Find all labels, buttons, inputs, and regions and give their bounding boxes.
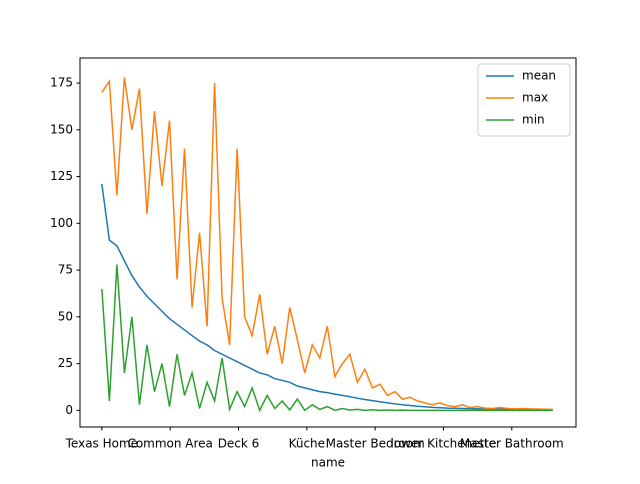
legend-label: min — [522, 113, 545, 127]
legend-label: max — [522, 91, 548, 105]
y-tick-label: 150 — [50, 122, 73, 136]
x-tick-label: Master Bathroom — [460, 437, 564, 451]
y-tick-label: 175 — [50, 76, 73, 90]
x-tick-label: Deck 6 — [218, 437, 260, 451]
plot-frame — [79, 57, 577, 428]
x-axis-label: name — [311, 456, 345, 470]
y-tick-label: 50 — [58, 309, 73, 323]
x-tick-label: Common Area — [127, 437, 212, 451]
legend: mean max min — [477, 63, 571, 137]
y-tick-label: 125 — [50, 169, 73, 183]
x-tick-label: Master Bedroom — [326, 437, 425, 451]
y-tick-label: 0 — [65, 403, 73, 417]
y-tick-label: 100 — [50, 216, 73, 230]
series-line — [101, 264, 553, 413]
x-tick-label: lower Kitchenette — [391, 437, 497, 451]
series-line — [101, 77, 553, 411]
x-tick-label: Texas Home — [65, 437, 138, 451]
legend-label: mean — [522, 69, 556, 83]
series-line — [101, 183, 553, 411]
x-tick-label: Küche — [289, 437, 325, 451]
legend-box — [477, 63, 571, 137]
y-tick-label: 25 — [58, 356, 73, 370]
y-tick-label: 75 — [58, 263, 73, 277]
